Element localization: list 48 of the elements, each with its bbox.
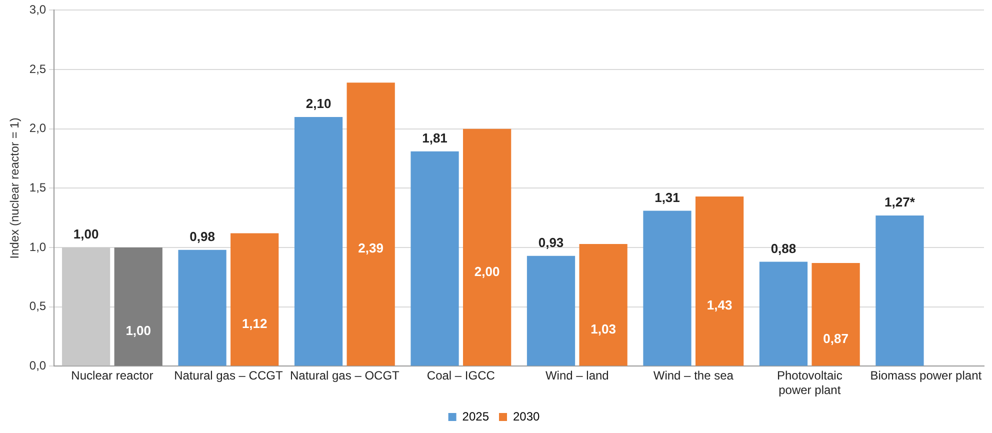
- x-tick-label: Wind – land: [545, 368, 609, 383]
- bar: [114, 248, 162, 366]
- bar: [294, 117, 343, 366]
- x-tick-label: Biomass power plant: [870, 368, 982, 383]
- y-tick-label: 2,0: [29, 121, 46, 136]
- y-tick-label: 0,0: [29, 358, 46, 373]
- bar: [230, 233, 279, 366]
- data-label: 2,39: [358, 240, 384, 256]
- x-tick-label: Natural gas – CCGT: [174, 368, 284, 383]
- bar: [812, 262, 860, 366]
- y-tick-label: 1,0: [29, 240, 46, 254]
- y-axis-title: Index (nuclear reactor = 1): [8, 118, 22, 259]
- bar: [643, 210, 692, 366]
- x-tick-label: Coal – IGCC: [426, 368, 496, 383]
- bar: [876, 215, 924, 366]
- y-tick-label: 0,5: [29, 299, 46, 314]
- data-label: 0,93: [538, 234, 564, 250]
- data-label: 1,27*: [884, 194, 916, 210]
- data-label: 1,12: [242, 316, 268, 332]
- data-label: 1,00: [126, 323, 152, 338]
- bar: [346, 82, 395, 366]
- y-tick-label: 1,5: [29, 180, 46, 195]
- legend-label: 2030: [513, 409, 540, 424]
- bar: [759, 262, 808, 366]
- bar: [579, 244, 628, 366]
- data-label: 1,43: [706, 298, 732, 313]
- x-tick-label: Natural gas – OCGT: [290, 368, 400, 383]
- data-label: 1,03: [590, 321, 616, 336]
- bar: [526, 256, 576, 366]
- bar: [62, 248, 110, 366]
- data-label: 1,31: [654, 190, 680, 205]
- data-label: 1,00: [73, 226, 99, 242]
- x-tick-label: Nuclear reactor: [71, 368, 154, 383]
- bar: [695, 196, 744, 366]
- legend-label: 2025: [462, 409, 490, 424]
- data-label: 0,98: [190, 228, 215, 244]
- bar: [410, 151, 459, 366]
- data-label: 2,00: [474, 264, 500, 279]
- y-tick-label: 2,5: [29, 62, 46, 76]
- data-label: 1,81: [422, 130, 448, 146]
- data-label: 0,87: [823, 330, 848, 346]
- data-label: 2,10: [306, 96, 332, 112]
- x-tick-label: Photovoltaic power plant: [776, 368, 842, 398]
- y-tick-label: 3,0: [29, 2, 46, 17]
- bar: [463, 128, 512, 366]
- data-label: 0,88: [770, 240, 796, 256]
- x-tick-label: Wind – the sea: [653, 368, 734, 383]
- bar: [178, 250, 226, 366]
